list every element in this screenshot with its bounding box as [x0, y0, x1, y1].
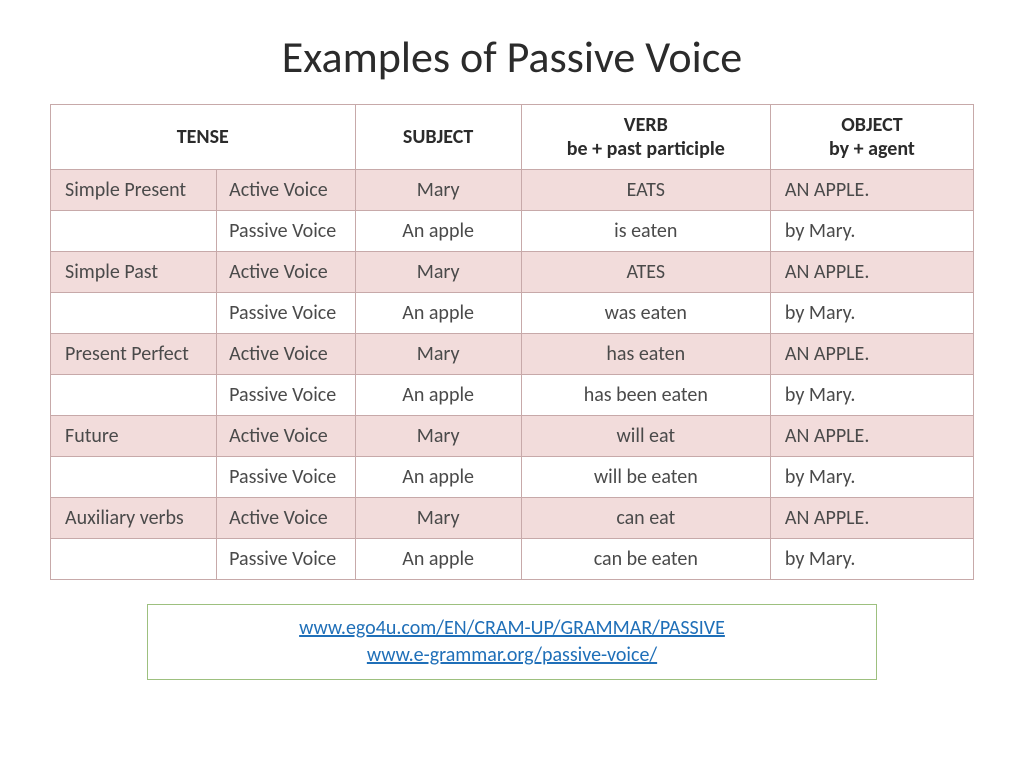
- cell-subject: An apple: [355, 211, 521, 252]
- cell-voice: Active Voice: [217, 170, 355, 211]
- cell-voice: Passive Voice: [217, 457, 355, 498]
- cell-verb: can eat: [521, 498, 770, 539]
- cell-subject: An apple: [355, 539, 521, 580]
- header-object-line1: OBJECT: [841, 113, 902, 137]
- table-row: Simple PresentActive VoiceMaryEATSAN APP…: [51, 170, 974, 211]
- cell-voice: Active Voice: [217, 334, 355, 375]
- header-subject: SUBJECT: [355, 105, 521, 170]
- cell-voice: Passive Voice: [217, 293, 355, 334]
- cell-object: AN APPLE.: [770, 252, 973, 293]
- header-tense: TENSE: [51, 105, 356, 170]
- header-row: TENSE SUBJECT VERB be + past participle …: [51, 105, 974, 170]
- cell-tense: [51, 375, 217, 416]
- cell-object: AN APPLE.: [770, 334, 973, 375]
- header-object: OBJECT by + agent: [770, 105, 973, 170]
- table-row: Present PerfectActive VoiceMaryhas eaten…: [51, 334, 974, 375]
- cell-subject: An apple: [355, 375, 521, 416]
- reference-link-1[interactable]: www.ego4u.com/EN/CRAM-UP/GRAMMAR/PASSIVE: [168, 615, 856, 642]
- cell-subject: Mary: [355, 498, 521, 539]
- cell-verb: EATS: [521, 170, 770, 211]
- cell-verb: will be eaten: [521, 457, 770, 498]
- table-row: Passive VoiceAn applecan be eatenby Mary…: [51, 539, 974, 580]
- cell-voice: Passive Voice: [217, 375, 355, 416]
- cell-subject: Mary: [355, 170, 521, 211]
- passive-voice-table: TENSE SUBJECT VERB be + past participle …: [50, 104, 974, 580]
- cell-object: AN APPLE.: [770, 498, 973, 539]
- cell-tense: [51, 211, 217, 252]
- cell-verb: was eaten: [521, 293, 770, 334]
- cell-verb: ATES: [521, 252, 770, 293]
- header-verb-line1: VERB: [624, 113, 668, 137]
- cell-verb: is eaten: [521, 211, 770, 252]
- header-object-line2: by + agent: [829, 137, 915, 161]
- cell-tense: Simple Present: [51, 170, 217, 211]
- cell-object: AN APPLE.: [770, 416, 973, 457]
- cell-tense: [51, 457, 217, 498]
- cell-tense: Simple Past: [51, 252, 217, 293]
- cell-voice: Active Voice: [217, 416, 355, 457]
- cell-object: by Mary.: [770, 211, 973, 252]
- table-row: FutureActive VoiceMarywill eatAN APPLE.: [51, 416, 974, 457]
- reference-link-2[interactable]: www.e-grammar.org/passive-voice/: [168, 642, 856, 669]
- table-row: Passive VoiceAn applewas eatenby Mary.: [51, 293, 974, 334]
- cell-object: by Mary.: [770, 539, 973, 580]
- cell-subject: Mary: [355, 334, 521, 375]
- table-row: Passive VoiceAn appleis eatenby Mary.: [51, 211, 974, 252]
- cell-object: AN APPLE.: [770, 170, 973, 211]
- cell-verb: has eaten: [521, 334, 770, 375]
- cell-voice: Active Voice: [217, 498, 355, 539]
- cell-tense: Auxiliary verbs: [51, 498, 217, 539]
- header-verb: VERB be + past participle: [521, 105, 770, 170]
- header-verb-line2: be + past participle: [567, 137, 725, 161]
- reference-link-box: www.ego4u.com/EN/CRAM-UP/GRAMMAR/PASSIVE…: [147, 604, 877, 680]
- cell-verb: will eat: [521, 416, 770, 457]
- table-row: Passive VoiceAn applehas been eatenby Ma…: [51, 375, 974, 416]
- cell-subject: Mary: [355, 252, 521, 293]
- table-row: Passive VoiceAn applewill be eatenby Mar…: [51, 457, 974, 498]
- cell-object: by Mary.: [770, 293, 973, 334]
- cell-object: by Mary.: [770, 457, 973, 498]
- cell-subject: An apple: [355, 457, 521, 498]
- table-row: Auxiliary verbsActive VoiceMarycan eatAN…: [51, 498, 974, 539]
- cell-voice: Passive Voice: [217, 211, 355, 252]
- cell-voice: Passive Voice: [217, 539, 355, 580]
- cell-subject: An apple: [355, 293, 521, 334]
- slide-title: Examples of Passive Voice: [50, 30, 974, 84]
- cell-verb: has been eaten: [521, 375, 770, 416]
- cell-tense: Future: [51, 416, 217, 457]
- cell-verb: can be eaten: [521, 539, 770, 580]
- cell-object: by Mary.: [770, 375, 973, 416]
- cell-subject: Mary: [355, 416, 521, 457]
- cell-tense: Present Perfect: [51, 334, 217, 375]
- cell-voice: Active Voice: [217, 252, 355, 293]
- table-row: Simple PastActive VoiceMaryATESAN APPLE.: [51, 252, 974, 293]
- cell-tense: [51, 293, 217, 334]
- cell-tense: [51, 539, 217, 580]
